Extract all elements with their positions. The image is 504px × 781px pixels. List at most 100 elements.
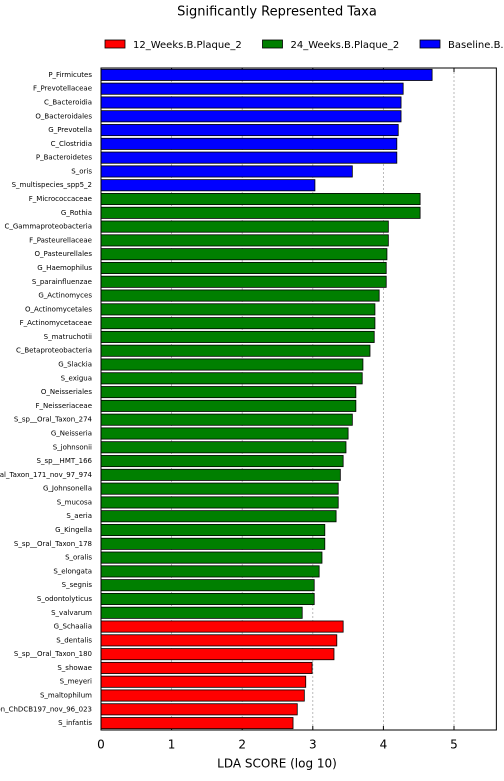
category-label: G_Rothia bbox=[61, 209, 92, 217]
category-label: S_sp__Oral_Taxon_ChDCB197_nov_96_023 bbox=[0, 705, 92, 713]
category-label: S_sp__HMT_166 bbox=[37, 457, 93, 465]
bar bbox=[100, 427, 349, 440]
bar bbox=[100, 110, 402, 123]
category-label: C_Bacteroidia bbox=[44, 98, 92, 106]
bar bbox=[100, 441, 347, 454]
bar bbox=[100, 248, 388, 261]
category-label: S_oris bbox=[71, 167, 92, 175]
bar bbox=[100, 399, 357, 412]
bar bbox=[100, 330, 375, 343]
category-label: O_Neisseriales bbox=[41, 388, 92, 396]
bar bbox=[100, 620, 344, 633]
bar bbox=[100, 386, 357, 399]
bar bbox=[100, 689, 305, 702]
x-tick-label: 1 bbox=[168, 738, 176, 752]
category-label: S_dentalis bbox=[56, 636, 92, 644]
category-label: C_Betaproteobacteria bbox=[16, 347, 92, 355]
bar bbox=[100, 565, 320, 578]
category-label: S_odontolyticus bbox=[37, 595, 92, 603]
bar bbox=[100, 675, 307, 688]
x-tick-label: 0 bbox=[97, 738, 105, 752]
category-label: P_Bacteroidetes bbox=[36, 154, 92, 162]
x-tick-label: 2 bbox=[238, 738, 246, 752]
category-label: C_Clostridia bbox=[51, 140, 92, 148]
category-label: S_oralis bbox=[65, 554, 92, 562]
category-label: S_maltophilum bbox=[40, 692, 92, 700]
x-axis-label: LDA SCORE (log 10) bbox=[217, 757, 337, 771]
bar bbox=[100, 455, 344, 468]
bar bbox=[100, 468, 341, 481]
category-label: S_sp__Oral_Taxon_180 bbox=[14, 650, 92, 658]
category-label: S_valvarum bbox=[51, 609, 92, 617]
category-label: P_Firmicutes bbox=[48, 71, 92, 79]
legend-swatch bbox=[262, 39, 283, 49]
bar bbox=[100, 68, 433, 81]
category-label: G_Neisseria bbox=[51, 429, 92, 437]
bar bbox=[100, 82, 404, 95]
bar bbox=[100, 137, 398, 150]
bar bbox=[100, 303, 376, 316]
bar bbox=[100, 96, 402, 109]
category-label: S_matruchotii bbox=[44, 333, 92, 341]
category-label: S_segnis bbox=[62, 581, 93, 589]
category-label: G_Haemophilus bbox=[37, 264, 92, 272]
chart-title: Significantly Represented Taxa bbox=[177, 5, 377, 20]
bar bbox=[100, 496, 339, 509]
legend-label: Baseline.B.Plaque_2 bbox=[448, 40, 504, 51]
bar bbox=[100, 358, 364, 371]
bar bbox=[100, 261, 387, 274]
bar bbox=[100, 234, 389, 247]
category-label: S_meyeri bbox=[60, 678, 92, 686]
legend-label: 12_Weeks.B.Plaque_2 bbox=[133, 40, 242, 51]
legend-swatch bbox=[419, 39, 441, 49]
category-label: C_Gammaproteobacteria bbox=[4, 223, 92, 231]
category-label: S_sp__Oral_Taxon_171_nov_97_974 bbox=[0, 471, 93, 479]
bar bbox=[100, 344, 371, 357]
bar bbox=[100, 179, 316, 192]
category-label: S_aeria bbox=[66, 512, 92, 520]
bar bbox=[100, 317, 376, 330]
category-label: S_showae bbox=[57, 664, 92, 672]
category-label: G_Slackia bbox=[58, 361, 92, 369]
bar bbox=[100, 124, 399, 137]
category-label: S_infantis bbox=[58, 719, 92, 727]
bar bbox=[100, 275, 387, 288]
category-label: S_mucosa bbox=[57, 498, 92, 506]
legend-label: 24_Weeks.B.Plaque_2 bbox=[291, 40, 400, 51]
category-label: F_Actinomycetaceae bbox=[20, 319, 92, 327]
bar bbox=[100, 579, 315, 592]
category-label: F_Prevotellaceae bbox=[33, 85, 92, 93]
category-label: G_Kingella bbox=[55, 526, 92, 534]
bar bbox=[100, 524, 326, 537]
bar bbox=[100, 482, 339, 495]
bar bbox=[100, 717, 294, 730]
bar bbox=[100, 165, 353, 178]
bar bbox=[100, 151, 398, 164]
bar bbox=[100, 703, 298, 716]
bar bbox=[100, 537, 326, 550]
legend-swatch bbox=[104, 39, 126, 49]
category-label: O_Pasteurellales bbox=[35, 250, 93, 258]
category-label: G_Johnsonella bbox=[43, 485, 92, 493]
category-label: S_elongata bbox=[53, 567, 92, 575]
category-label: F_Pasteurellaceae bbox=[29, 236, 92, 244]
category-label: S_sp__Oral_Taxon_274 bbox=[14, 416, 93, 424]
plot-frame bbox=[100, 67, 497, 731]
bar bbox=[100, 648, 335, 661]
bar bbox=[100, 592, 315, 605]
bar bbox=[100, 551, 323, 564]
category-label: F_Neisseriaceae bbox=[36, 402, 92, 410]
category-label: O_Actinomycetales bbox=[25, 305, 92, 313]
bar bbox=[100, 193, 421, 206]
bar bbox=[100, 220, 389, 233]
category-label: S_parainfluenzae bbox=[32, 278, 92, 286]
bar bbox=[100, 289, 380, 302]
bar bbox=[100, 606, 303, 619]
bar bbox=[100, 510, 337, 523]
category-label: G_Prevotella bbox=[48, 126, 92, 134]
x-tick-label: 3 bbox=[309, 738, 317, 752]
bar bbox=[100, 661, 313, 674]
category-label: G_Schaalia bbox=[54, 623, 92, 631]
bar bbox=[100, 413, 353, 426]
